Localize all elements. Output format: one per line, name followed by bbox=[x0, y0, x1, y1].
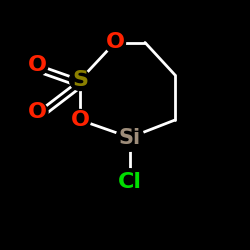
Circle shape bbox=[27, 102, 48, 123]
Circle shape bbox=[104, 32, 126, 53]
Text: Si: Si bbox=[119, 128, 141, 148]
Circle shape bbox=[116, 124, 144, 151]
Text: O: O bbox=[70, 110, 90, 130]
Circle shape bbox=[27, 54, 48, 76]
Text: O: O bbox=[28, 102, 47, 122]
Text: O: O bbox=[28, 55, 47, 75]
Text: O: O bbox=[106, 32, 124, 52]
Circle shape bbox=[70, 70, 90, 90]
Text: S: S bbox=[72, 70, 88, 90]
Circle shape bbox=[70, 110, 90, 130]
Circle shape bbox=[116, 169, 144, 196]
Text: Cl: Cl bbox=[118, 172, 142, 193]
